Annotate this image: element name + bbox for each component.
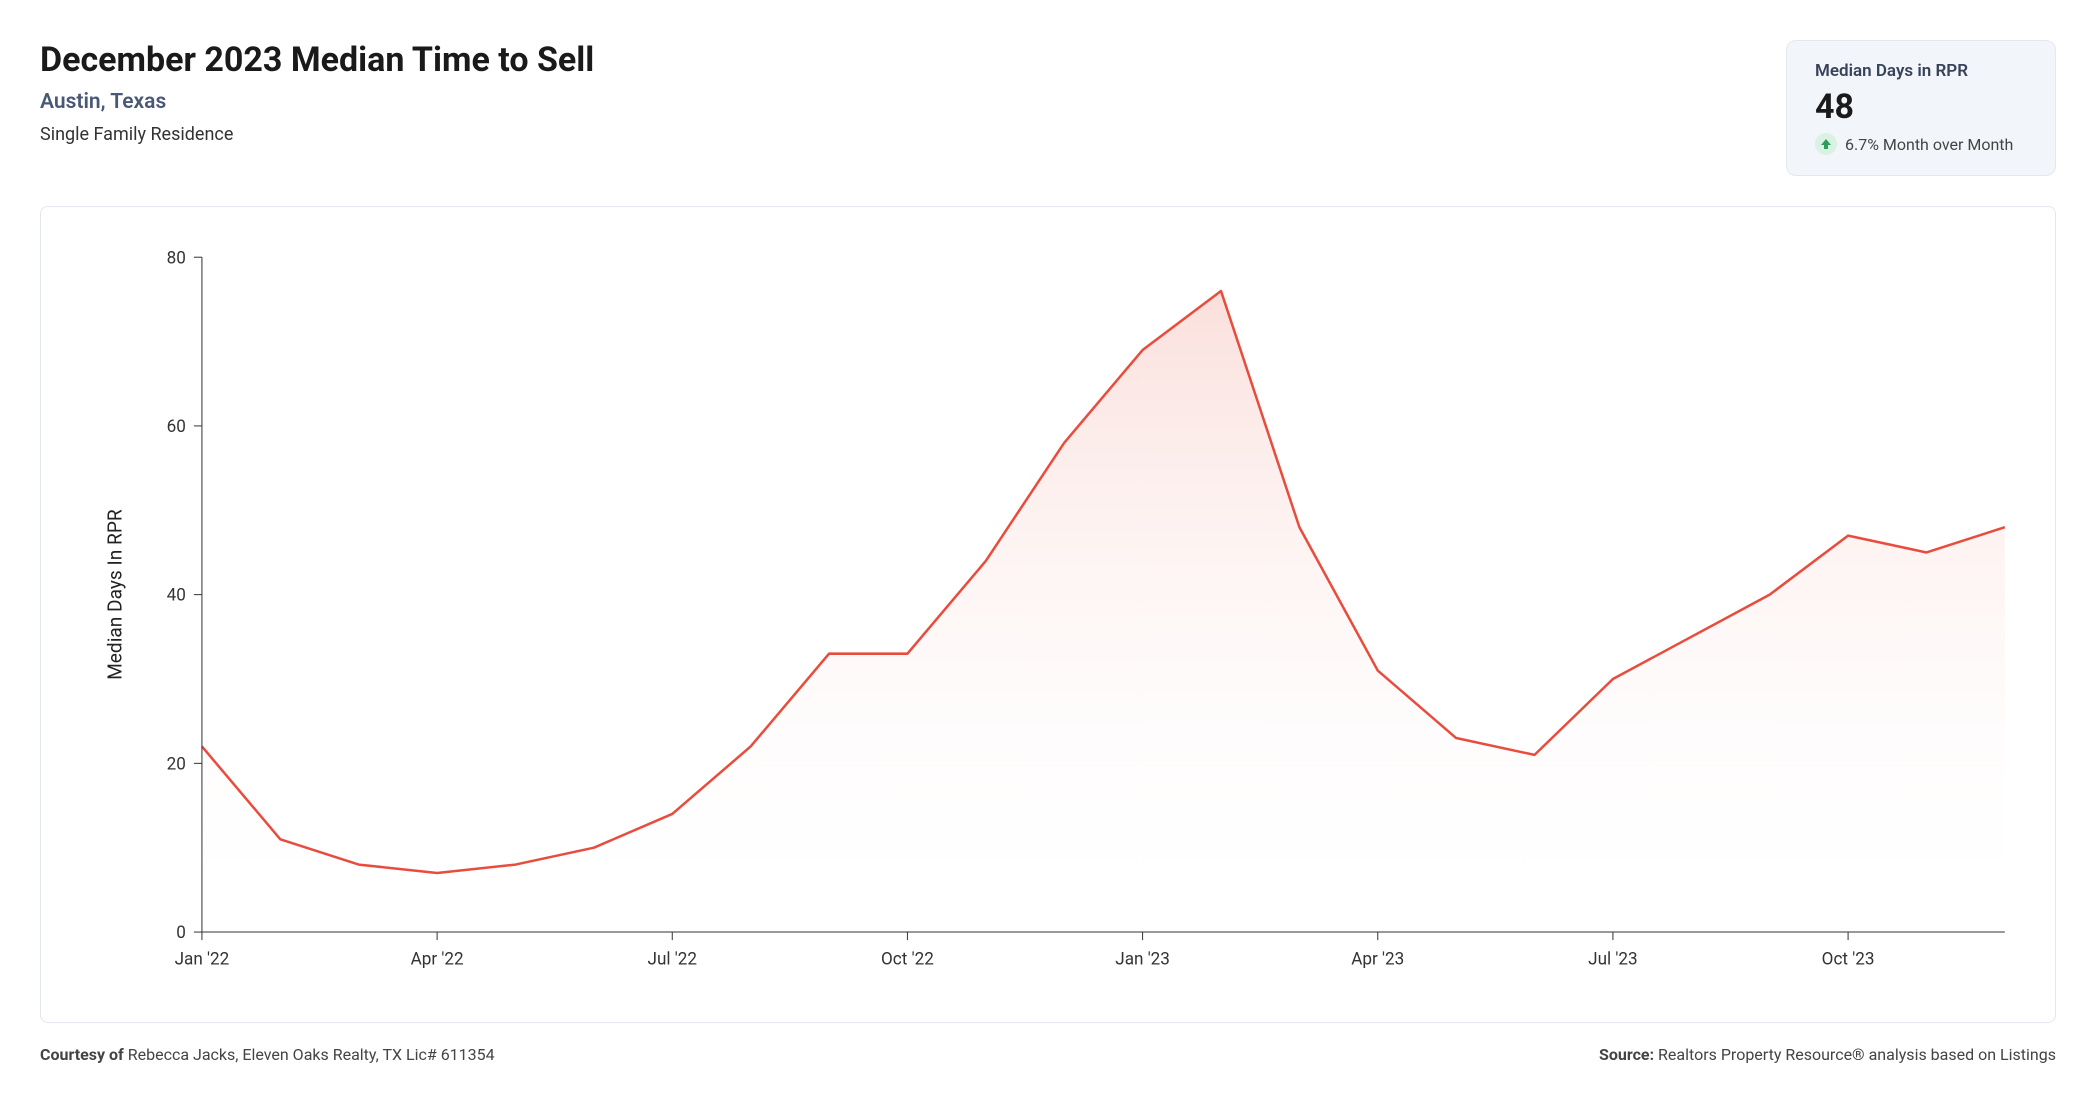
property-type-label: Single Family Residence xyxy=(40,124,1786,145)
svg-text:Apr '23: Apr '23 xyxy=(1351,949,1404,969)
footer-row: Courtesy of Rebecca Jacks, Eleven Oaks R… xyxy=(40,1045,2056,1064)
stat-card-value: 48 xyxy=(1815,87,2027,127)
source-value: Realtors Property Resource® analysis bas… xyxy=(1658,1045,2056,1064)
chart-container: 0 20 40 60 80 Jan '22 Apr '22 Jul '22 Oct '22 Jan… xyxy=(40,206,2056,1023)
header-row: December 2023 Median Time to Sell Austin… xyxy=(40,40,2056,176)
courtesy-value: Rebecca Jacks, Eleven Oaks Realty, TX Li… xyxy=(128,1045,495,1064)
stat-change-row: 6.7% Month over Month xyxy=(1815,133,2027,155)
source-label: Source: xyxy=(1599,1045,1654,1064)
svg-text:Oct '23: Oct '23 xyxy=(1822,949,1875,969)
courtesy-text: Courtesy of Rebecca Jacks, Eleven Oaks R… xyxy=(40,1045,495,1064)
svg-text:Median Days In RPR: Median Days In RPR xyxy=(103,509,126,680)
location-subtitle: Austin, Texas xyxy=(40,90,1786,114)
svg-text:0: 0 xyxy=(176,923,186,943)
page-title: December 2023 Median Time to Sell xyxy=(40,40,1786,80)
svg-text:Jan '23: Jan '23 xyxy=(1115,949,1170,969)
svg-text:Oct '22: Oct '22 xyxy=(881,949,934,969)
svg-text:Jul '23: Jul '23 xyxy=(1588,949,1638,969)
title-block: December 2023 Median Time to Sell Austin… xyxy=(40,40,1786,145)
svg-text:20: 20 xyxy=(167,754,186,774)
svg-text:40: 40 xyxy=(167,586,186,606)
svg-text:60: 60 xyxy=(167,417,186,437)
svg-text:Jul '22: Jul '22 xyxy=(648,949,698,969)
stat-change-text: 6.7% Month over Month xyxy=(1845,135,2013,154)
svg-text:Apr '22: Apr '22 xyxy=(411,949,464,969)
stat-card-label: Median Days in RPR xyxy=(1815,61,2027,81)
svg-text:80: 80 xyxy=(167,248,186,268)
svg-text:Jan '22: Jan '22 xyxy=(175,949,230,969)
arrow-up-icon xyxy=(1815,133,1837,155)
source-text: Source: Realtors Property Resource® anal… xyxy=(1599,1045,2056,1064)
courtesy-label: Courtesy of xyxy=(40,1045,124,1064)
area-chart: 0 20 40 60 80 Jan '22 Apr '22 Jul '22 Oct '22 Jan… xyxy=(71,227,2025,992)
stat-card: Median Days in RPR 48 6.7% Month over Mo… xyxy=(1786,40,2056,176)
